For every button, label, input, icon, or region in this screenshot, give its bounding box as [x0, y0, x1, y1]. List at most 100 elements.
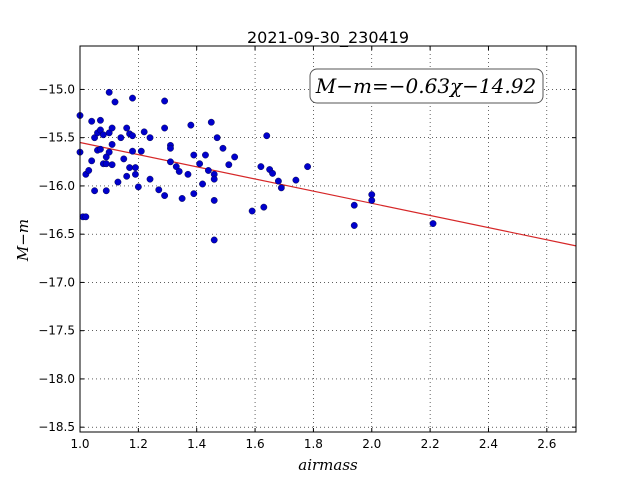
data-point: [292, 176, 300, 184]
points-layer: [76, 88, 437, 244]
data-point: [213, 134, 221, 142]
data-point: [140, 128, 148, 136]
data-point: [178, 195, 186, 202]
data-point: [350, 222, 358, 229]
data-point: [108, 124, 116, 132]
data-point: [184, 170, 192, 178]
y-tick-label: −15.5: [38, 131, 75, 145]
y-tick-label: −16.0: [38, 179, 75, 193]
data-point: [105, 88, 113, 96]
data-point: [231, 153, 239, 161]
data-point: [102, 160, 110, 168]
data-point: [102, 187, 110, 195]
x-axis-label: airmass: [298, 456, 358, 474]
annotation-text: M−m=−0.63χ−14.92: [315, 74, 536, 98]
data-point: [260, 203, 268, 211]
data-point: [219, 144, 227, 152]
data-point: [304, 163, 311, 171]
data-point: [190, 151, 198, 159]
data-point: [274, 177, 282, 185]
data-point: [248, 207, 256, 215]
data-point: [167, 144, 174, 152]
data-point: [202, 151, 209, 159]
data-point: [114, 178, 122, 186]
data-point: [210, 236, 218, 244]
y-tick-label: −18.0: [38, 372, 75, 386]
data-point: [196, 160, 204, 168]
data-point: [167, 158, 174, 166]
data-point: [269, 169, 276, 177]
x-tick-label: 2.2: [421, 437, 440, 451]
y-axis: −15.0 −15.5 −16.0 −16.5 −17.0 −17.5 −18.0 −18.5: [38, 82, 576, 434]
plot-frame: [79, 45, 577, 433]
data-point: [123, 124, 131, 132]
y-axis-label: M−m: [14, 219, 32, 262]
data-point: [210, 196, 218, 204]
data-point: [132, 170, 139, 178]
data-point: [225, 161, 233, 169]
data-point: [207, 118, 215, 126]
data-point: [97, 145, 104, 153]
data-point: [108, 161, 116, 169]
data-point: [161, 124, 169, 132]
y-tick-label: −16.5: [38, 227, 75, 241]
data-point: [161, 192, 169, 199]
x-tick-label: 1.0: [70, 437, 89, 451]
x-axis: 1.0 1.2 1.4 1.6 1.8 2.0 2.2 2.4 2.6: [70, 46, 556, 451]
data-point: [120, 155, 128, 163]
x-tick-label: 1.4: [187, 437, 206, 451]
data-point: [161, 97, 169, 105]
data-point: [82, 213, 90, 221]
x-tick-label: 1.2: [129, 437, 148, 451]
data-point: [129, 147, 136, 155]
y-tick-label: −17.5: [38, 324, 75, 338]
data-point: [350, 201, 358, 209]
data-point: [129, 132, 136, 140]
x-tick-label: 2.0: [362, 437, 381, 451]
fit-line: [79, 141, 577, 247]
data-point: [137, 147, 145, 155]
data-point: [134, 183, 142, 191]
data-point: [199, 180, 206, 188]
data-point: [85, 167, 93, 174]
data-point: [88, 157, 96, 165]
data-point: [263, 132, 271, 140]
chart-title: 2021-09-30_230419: [247, 28, 409, 48]
data-point: [187, 121, 195, 129]
data-point: [99, 131, 107, 139]
x-tick-label: 2.6: [537, 437, 556, 451]
data-point: [108, 141, 116, 148]
x-tick-label: 1.8: [304, 437, 323, 451]
annotation-box: M−m=−0.63χ−14.92: [309, 68, 544, 104]
data-point: [368, 196, 376, 204]
data-point: [155, 186, 163, 194]
data-point: [175, 168, 183, 175]
data-point: [91, 187, 98, 195]
data-point: [117, 134, 125, 142]
x-tick-label: 2.4: [479, 437, 498, 451]
data-point: [88, 117, 96, 125]
grid: [79, 46, 576, 432]
data-point: [126, 164, 134, 171]
y-tick-label: −17.0: [38, 275, 75, 289]
data-point: [123, 172, 131, 180]
data-point: [97, 116, 104, 124]
data-point: [368, 191, 376, 199]
data-point: [105, 148, 113, 156]
y-tick-label: −15.0: [38, 82, 75, 96]
data-point: [146, 134, 154, 142]
x-tick-label: 1.6: [246, 437, 265, 451]
data-point: [132, 164, 139, 171]
data-point: [190, 190, 198, 198]
y-tick-label: −18.5: [38, 420, 75, 434]
data-point: [204, 167, 212, 174]
data-point: [111, 98, 119, 106]
data-point: [429, 220, 437, 227]
data-point: [257, 163, 265, 171]
data-point: [129, 94, 136, 102]
data-point: [210, 175, 218, 183]
data-point: [277, 184, 285, 192]
fit-layer: [79, 141, 577, 247]
data-point: [146, 175, 154, 183]
